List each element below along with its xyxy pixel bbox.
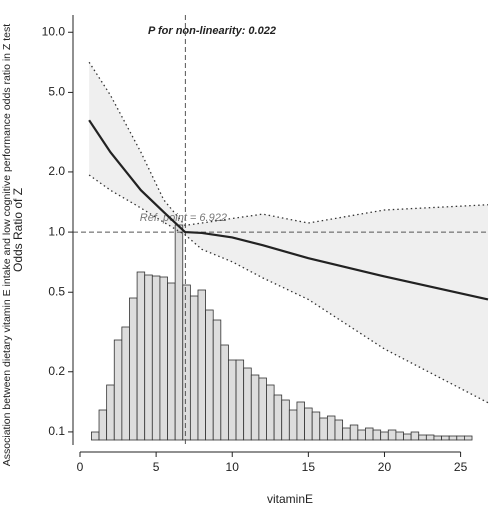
hist-bar: [212, 319, 222, 441]
hist-bar: [334, 419, 344, 441]
hist-bar: [456, 435, 465, 441]
hist-bar: [151, 275, 161, 441]
ci-band: [89, 62, 488, 403]
or-line: [88, 119, 489, 301]
hist-bar: [425, 434, 435, 441]
hist-bar: [273, 394, 283, 441]
hist-bar: [410, 431, 420, 441]
x-tick-label: 15: [302, 460, 316, 474]
y-tick-label: 0.1: [48, 424, 65, 438]
chart-title: P for non-linearity: 0.022: [148, 25, 276, 37]
hist-bar: [372, 429, 382, 441]
y-tick-label: 0.5: [48, 284, 65, 298]
x-axis-label: vitaminE: [267, 492, 313, 506]
hist-bar: [113, 339, 123, 441]
hist-bar: [349, 424, 359, 441]
hist-bar: [220, 344, 229, 441]
hist-bar: [136, 271, 146, 441]
hist-bar: [387, 429, 397, 441]
ci-line: [88, 61, 489, 227]
hist-bar: [281, 399, 290, 441]
hist-bar: [433, 435, 442, 441]
y-axis-label: Odds Ratio of Z: [11, 188, 25, 272]
x-tick-label: 25: [454, 460, 468, 474]
hist-bar: [448, 435, 458, 441]
hist-bar: [395, 431, 404, 441]
hist-bar: [91, 431, 100, 441]
hist-bar: [357, 429, 366, 441]
outer-y-label: Association between dietary vitamin E in…: [1, 24, 13, 466]
y-tick-label: 5.0: [48, 85, 65, 99]
hist-bar: [365, 427, 374, 441]
hist-bar: [243, 367, 252, 441]
hist-bar: [258, 377, 267, 441]
x-tick-label: 10: [226, 460, 240, 474]
hist-bar: [380, 431, 389, 441]
hist-bar: [464, 435, 473, 441]
hist-bar: [319, 417, 328, 441]
y-tick-label: 0.2: [48, 364, 65, 378]
hist-bar: [228, 359, 237, 441]
hist-bar: [418, 434, 427, 441]
y-tick-label: 2.0: [48, 164, 65, 178]
hist-bar: [403, 433, 412, 441]
hist-bar: [266, 384, 275, 441]
hist-bar: [129, 297, 138, 441]
hist-bar: [174, 224, 184, 441]
y-tick-label: 10.0: [42, 24, 66, 38]
y-tick-label: 1.0: [48, 224, 65, 238]
x-tick-label: 20: [378, 460, 392, 474]
ci-line: [88, 174, 489, 404]
hist-bar: [326, 415, 336, 441]
hist-bar: [342, 427, 351, 441]
hist-bar: [159, 276, 168, 441]
hist-bar: [311, 411, 321, 441]
hist-bar: [167, 282, 176, 441]
ref-annotation: Ref. point = 6.922: [140, 212, 227, 224]
hist-bar: [205, 309, 214, 441]
hist-bar: [441, 435, 450, 441]
hist-bar: [144, 274, 153, 441]
hist-bar: [121, 326, 130, 441]
hist-bar: [296, 401, 305, 441]
hist-bar: [288, 409, 298, 441]
hist-bar: [189, 295, 199, 441]
hist-bar: [250, 374, 260, 441]
hist-bar: [106, 384, 115, 441]
hist-bar: [304, 407, 313, 441]
hist-bar: [235, 359, 245, 441]
hist-bar: [182, 284, 191, 441]
x-tick-label: 5: [153, 460, 160, 474]
hist-bar: [197, 289, 206, 441]
hist-bar: [98, 409, 108, 441]
x-tick-label: 0: [77, 460, 84, 474]
